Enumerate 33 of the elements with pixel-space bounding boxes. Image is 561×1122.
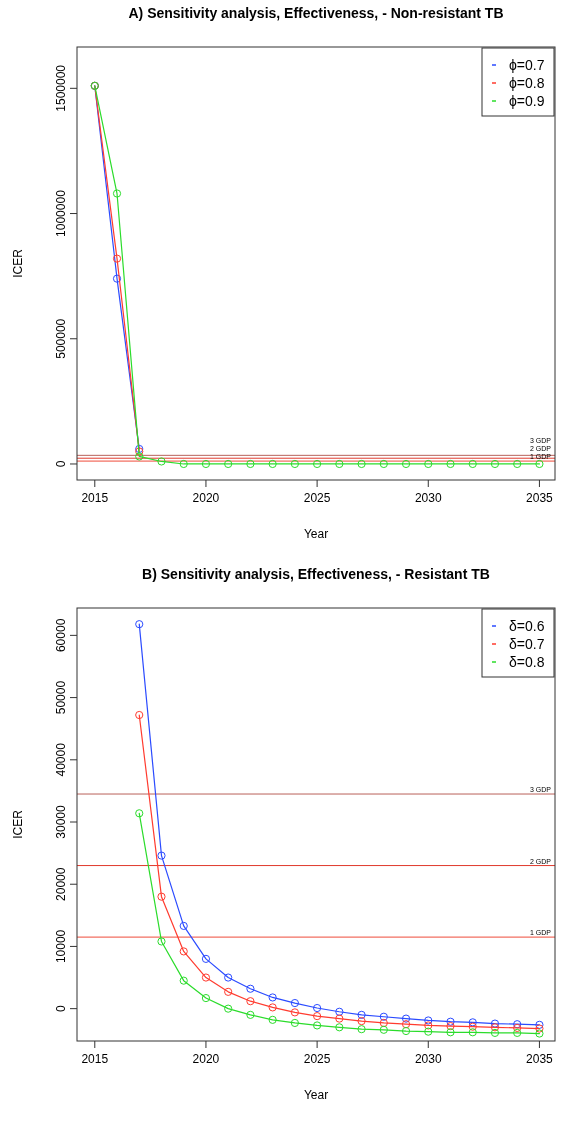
x-tick-label: 2035 — [526, 1052, 554, 1066]
y-tick-label: 30000 — [54, 805, 68, 839]
y-tick-label: 60000 — [54, 618, 68, 653]
x-tick-label: 2015 — [81, 1052, 109, 1066]
x-tick-label: 2025 — [303, 1052, 331, 1066]
legend-label: ϕ=0.9 — [509, 93, 545, 109]
legend-label: ϕ=0.8 — [509, 75, 545, 91]
legend-label: δ=0.6 — [509, 618, 545, 634]
y-axis-title: ICER — [11, 809, 25, 839]
y-tick-label: 1500000 — [54, 64, 68, 112]
y-tick-label: 0 — [54, 460, 68, 468]
y-axis-title: ICER — [11, 248, 25, 278]
x-tick-label: 2035 — [526, 491, 554, 505]
legend-label: δ=0.7 — [509, 636, 545, 652]
legend-label: ϕ=0.7 — [509, 57, 545, 73]
y-tick-label: 0 — [54, 1004, 68, 1012]
y-tick-label: 40000 — [54, 742, 68, 777]
x-axis-title: Year — [303, 1088, 329, 1102]
y-tick-label: 1000000 — [54, 189, 68, 237]
x-tick-label: 2020 — [192, 491, 220, 505]
x-tick-label: 2030 — [414, 1052, 442, 1066]
x-tick-label: 2030 — [414, 491, 442, 505]
y-tick-label: 50000 — [54, 680, 68, 715]
chart-title: B) Sensitivity analysis, Effectiveness, - Resistant TB — [142, 566, 490, 582]
x-tick-label: 2015 — [81, 491, 109, 505]
y-tick-label: 500000 — [54, 318, 68, 359]
x-axis-title: Year — [303, 527, 329, 541]
y-tick-label: 10000 — [54, 929, 68, 964]
x-tick-label: 2020 — [192, 1052, 220, 1066]
legend-label: δ=0.8 — [509, 654, 545, 670]
y-tick-label: 20000 — [54, 867, 68, 901]
x-tick-label: 2025 — [303, 491, 331, 505]
chart-title: A) Sensitivity analysis, Effectiveness, - Non-resistant TB — [128, 5, 504, 21]
